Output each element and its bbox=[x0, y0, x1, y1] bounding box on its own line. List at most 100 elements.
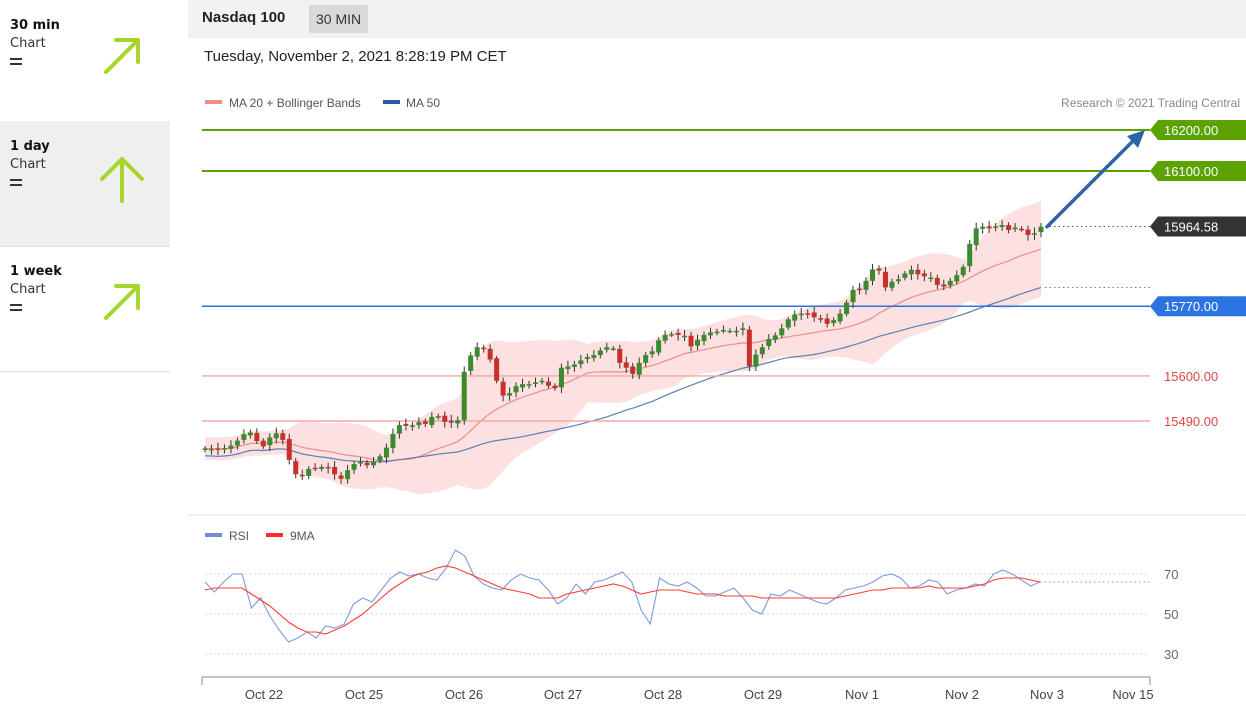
x-tick-label: Nov 2 bbox=[945, 687, 979, 702]
candle-body bbox=[319, 466, 325, 469]
timeframe-period: 1 day bbox=[10, 139, 50, 154]
candle-body bbox=[280, 433, 286, 440]
candle-body bbox=[494, 358, 500, 381]
level-tag-pivot bbox=[1150, 296, 1246, 317]
candle-body bbox=[999, 225, 1005, 228]
level-label-support: 15490.00 bbox=[1164, 414, 1218, 429]
x-tick-label: Oct 26 bbox=[445, 687, 483, 702]
candle-body bbox=[448, 420, 454, 423]
x-tick-label: Oct 25 bbox=[345, 687, 383, 702]
candle-body bbox=[779, 328, 785, 336]
legend-label-ma20: MA 20 + Bollinger Bands bbox=[229, 96, 361, 110]
x-tick-label: Nov 15 bbox=[1112, 687, 1153, 702]
candle-body bbox=[552, 385, 558, 389]
rsi-tick-label: 30 bbox=[1164, 647, 1178, 662]
timeframe-1week[interactable]: 1 week Chart bbox=[0, 246, 170, 372]
candle-body bbox=[247, 432, 253, 436]
x-tick-label: Oct 27 bbox=[544, 687, 582, 702]
candle-body bbox=[1032, 233, 1038, 235]
candle-body bbox=[507, 393, 513, 396]
candle-body bbox=[1038, 226, 1044, 233]
candle-body bbox=[584, 357, 590, 360]
projection-arrow-head bbox=[1127, 130, 1145, 148]
candle-body bbox=[215, 448, 221, 450]
candle-body bbox=[772, 335, 778, 340]
candle-body bbox=[208, 448, 214, 451]
candle-body bbox=[960, 266, 966, 276]
timeframe-kind: Chart bbox=[10, 282, 46, 297]
candle-body bbox=[312, 467, 318, 470]
candle-body bbox=[260, 440, 266, 447]
arrow-up-right-icon bbox=[104, 38, 140, 74]
candle-body bbox=[895, 279, 901, 282]
candle-body bbox=[928, 277, 934, 280]
timeframe-30min[interactable]: 30 min Chart bbox=[0, 0, 170, 126]
x-tick-label: Nov 3 bbox=[1030, 687, 1064, 702]
chart-credit: Research © 2021 Trading Central bbox=[1061, 96, 1240, 110]
candle-body bbox=[604, 347, 610, 350]
candle-body bbox=[980, 226, 986, 229]
candle-body bbox=[818, 318, 824, 320]
legend-label-rsi-ma: 9MA bbox=[290, 529, 315, 543]
candle-body bbox=[753, 354, 759, 367]
bollinger-band bbox=[205, 201, 1041, 495]
level-label-support: 15600.00 bbox=[1164, 369, 1218, 384]
candle-body bbox=[785, 319, 791, 328]
candle-body bbox=[306, 468, 312, 476]
candle-body bbox=[967, 243, 973, 267]
candle-body bbox=[325, 466, 331, 469]
legend-swatch-rsi-ma bbox=[266, 533, 283, 537]
candle-body bbox=[539, 380, 545, 383]
level-label-resistance: 16100.00 bbox=[1164, 164, 1218, 179]
candle-body bbox=[811, 312, 817, 318]
timeframe-period: 30 min bbox=[10, 18, 60, 33]
candle-body bbox=[571, 364, 577, 367]
candle-body bbox=[766, 339, 772, 346]
candle-body bbox=[286, 439, 292, 460]
x-tick-label: Oct 22 bbox=[245, 687, 283, 702]
candle-body bbox=[682, 335, 688, 338]
last-price-tag bbox=[1150, 216, 1246, 237]
candle-body bbox=[461, 371, 467, 421]
equals-icon bbox=[10, 58, 22, 65]
candle-body bbox=[759, 347, 765, 355]
candle-body bbox=[727, 330, 733, 333]
chart-datetime: Tuesday, November 2, 2021 8:28:19 PM CET bbox=[204, 48, 507, 65]
candle-body bbox=[740, 328, 746, 331]
candle-body bbox=[468, 355, 474, 371]
legend-label-ma50: MA 50 bbox=[406, 96, 440, 110]
chart-header: Nasdaq 100 30 MIN bbox=[188, 0, 1246, 38]
candle-body bbox=[617, 348, 623, 363]
timeframe-1day[interactable]: 1 day Chart bbox=[0, 121, 170, 247]
candle-body bbox=[597, 350, 603, 356]
candle-body bbox=[844, 302, 850, 315]
arrow-up-right-icon bbox=[104, 284, 140, 320]
rsi-tick-label: 50 bbox=[1164, 607, 1178, 622]
instrument-title: Nasdaq 100 bbox=[202, 9, 286, 26]
legend-swatch-ma20 bbox=[205, 100, 222, 104]
timeframe-period: 1 week bbox=[10, 264, 62, 279]
candle-body bbox=[733, 330, 739, 333]
candle-body bbox=[934, 277, 940, 285]
candle-body bbox=[876, 268, 882, 271]
candle-body bbox=[416, 422, 422, 426]
candle-body bbox=[513, 386, 519, 393]
candle-body bbox=[669, 334, 675, 336]
candle-body bbox=[675, 332, 681, 335]
timeframe-kind: Chart bbox=[10, 157, 46, 172]
legend-label-rsi: RSI bbox=[229, 529, 249, 543]
candle-body bbox=[947, 280, 953, 286]
legend-swatch-rsi bbox=[205, 533, 222, 537]
candle-body bbox=[345, 470, 351, 480]
candle-body bbox=[383, 447, 389, 458]
candle-body bbox=[824, 318, 830, 324]
timeframe-kind: Chart bbox=[10, 36, 46, 51]
candle-body bbox=[921, 273, 927, 277]
candle-body bbox=[487, 348, 493, 360]
candle-body bbox=[234, 440, 240, 446]
candle-body bbox=[351, 464, 357, 470]
timeframe-badge[interactable]: 30 MIN bbox=[309, 5, 369, 33]
candle-body bbox=[533, 382, 539, 384]
candle-body bbox=[293, 461, 299, 475]
